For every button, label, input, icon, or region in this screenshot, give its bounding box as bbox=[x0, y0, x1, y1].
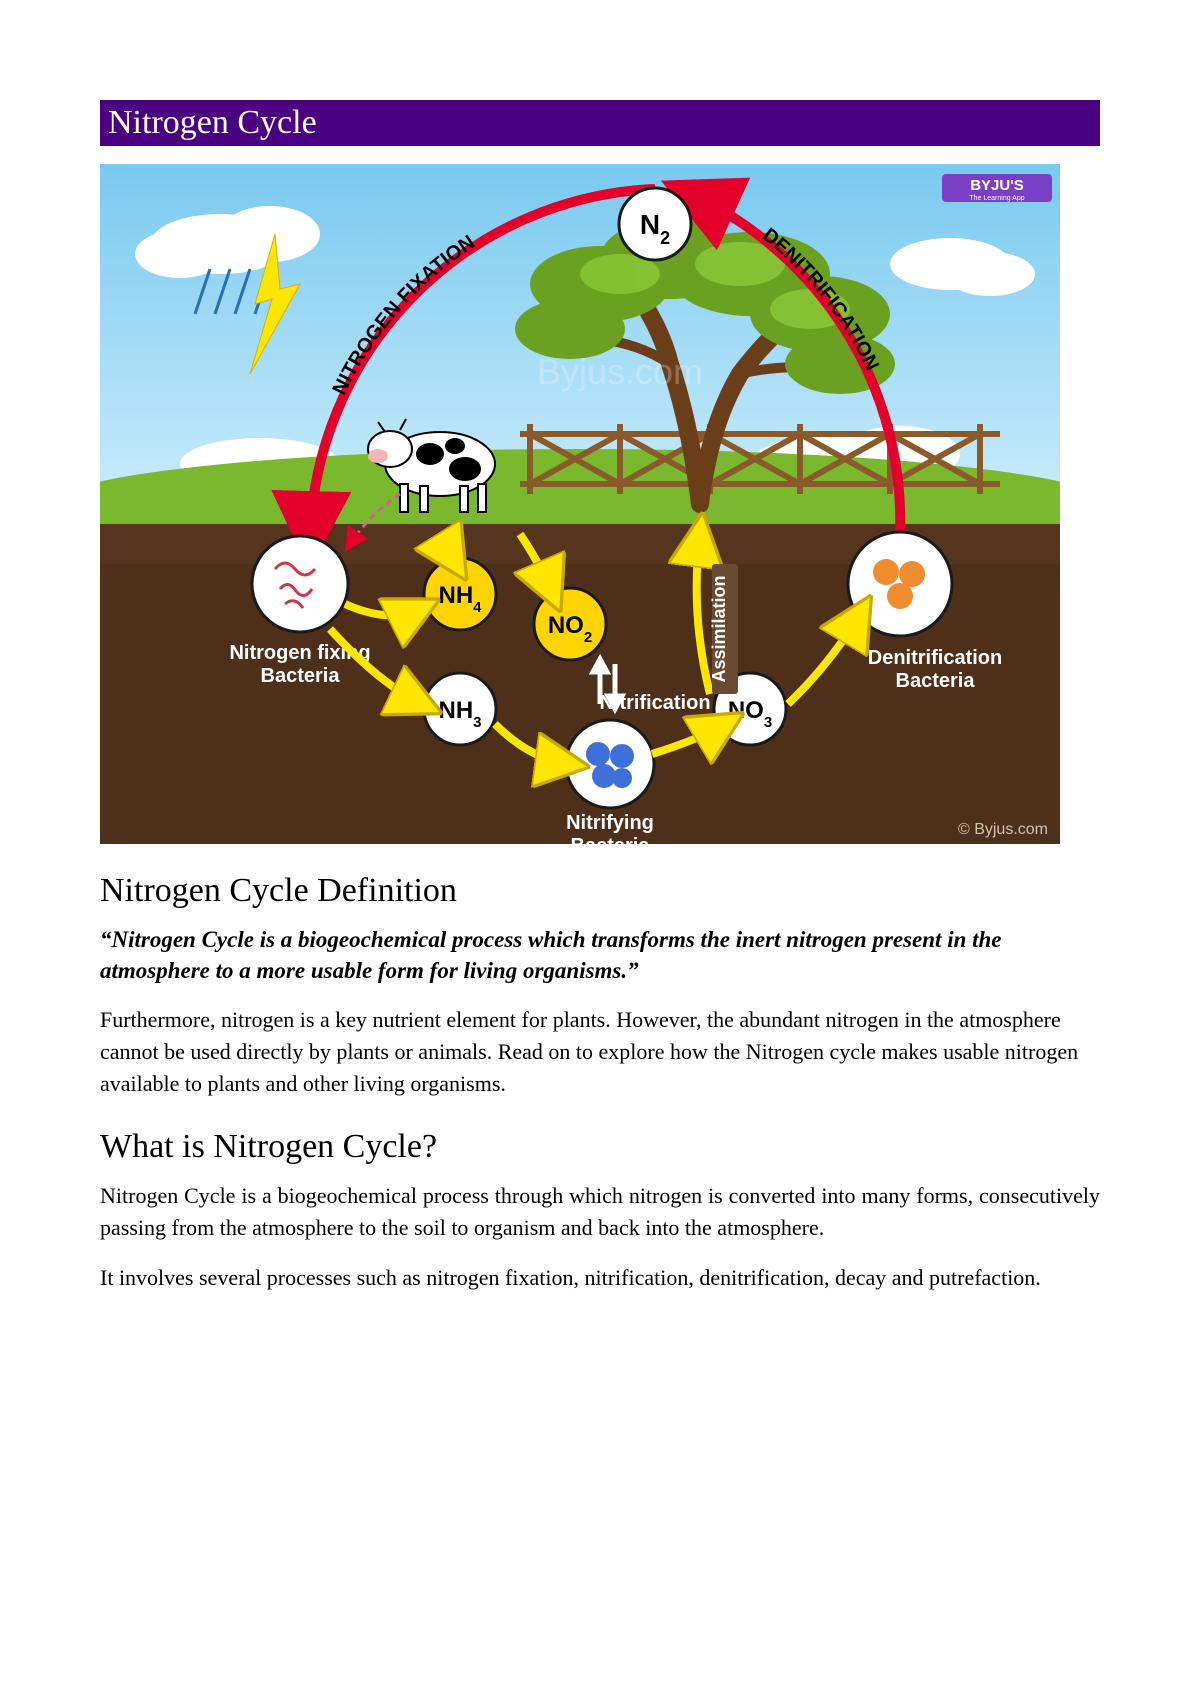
svg-text:Bacteria: Bacteria bbox=[896, 670, 976, 692]
what-heading: What is Nitrogen Cycle? bbox=[100, 1128, 1100, 1166]
n2-node: N2 bbox=[619, 188, 691, 260]
svg-text:BYJU'S: BYJU'S bbox=[970, 177, 1024, 194]
svg-text:The Learning App: The Learning App bbox=[969, 195, 1024, 202]
what-paragraph-1: Nitrogen Cycle is a biogeochemical proce… bbox=[100, 1180, 1100, 1244]
page-title: Nitrogen Cycle bbox=[100, 100, 1100, 146]
brand-badge: BYJU'S The Learning App bbox=[942, 174, 1052, 202]
svg-text:Bacteria: Bacteria bbox=[571, 835, 651, 844]
nh4-node: NH4 bbox=[424, 558, 496, 630]
definition-heading: Nitrogen Cycle Definition bbox=[100, 872, 1100, 910]
copyright: © Byjus.com bbox=[958, 821, 1048, 838]
definition-paragraph: Furthermore, nitrogen is a key nutrient … bbox=[100, 1004, 1100, 1100]
svg-text:Bacteria: Bacteria bbox=[261, 665, 341, 687]
nitrogen-cycle-diagram: NITROGEN FIXATION DENITRIFICATION N2 Nit… bbox=[100, 164, 1060, 844]
svg-text:Denitrification: Denitrification bbox=[868, 647, 1002, 669]
nh3-node: NH3 bbox=[424, 673, 496, 745]
diagram-container: NITROGEN FIXATION DENITRIFICATION N2 Nit… bbox=[100, 164, 1100, 844]
nitrification-label: Nitrification bbox=[599, 692, 710, 714]
nitrifying-bacteria-node: Nitrifying Bacteria bbox=[566, 720, 654, 844]
watermark: Byjus.com bbox=[537, 351, 703, 392]
definition-quote: “Nitrogen Cycle is a biogeochemical proc… bbox=[100, 924, 1100, 986]
no2-node: NO2 bbox=[534, 588, 606, 660]
what-paragraph-2: It involves several processes such as ni… bbox=[100, 1262, 1100, 1294]
assimilation-label: Assimilation bbox=[709, 575, 729, 682]
svg-text:Nitrifying: Nitrifying bbox=[566, 812, 654, 834]
